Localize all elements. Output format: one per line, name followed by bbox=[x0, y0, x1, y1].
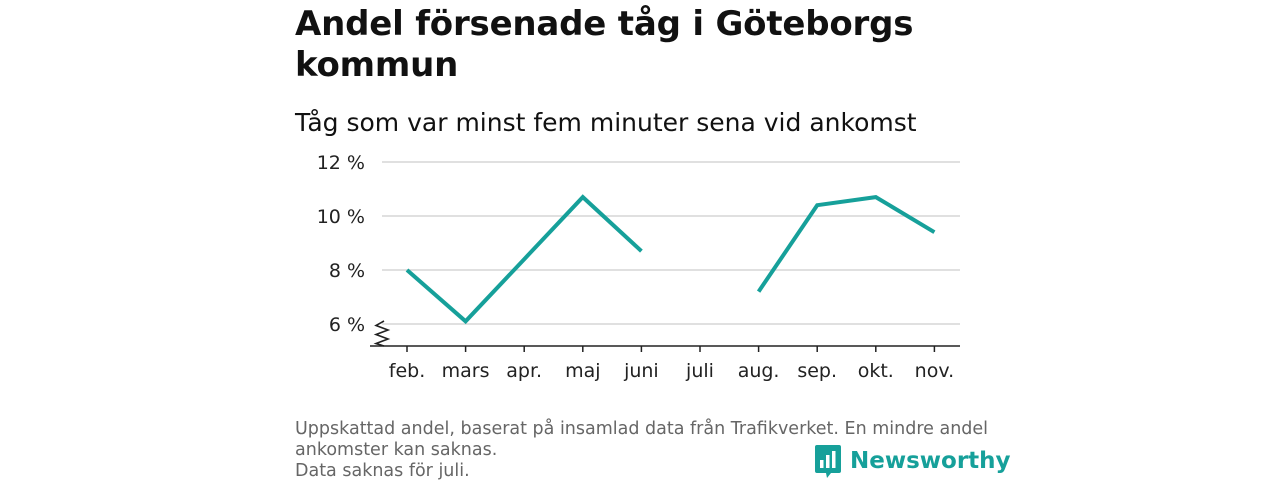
brand-name: Newsworthy bbox=[850, 448, 1011, 474]
x-tick-label: juni bbox=[623, 360, 659, 382]
footnote: Uppskattad andel, baserat på insamlad da… bbox=[295, 419, 989, 480]
footnote-line: Uppskattad andel, baserat på insamlad da… bbox=[295, 419, 989, 439]
y-tick-label: 6 % bbox=[329, 314, 365, 336]
x-tick-label: maj bbox=[565, 360, 600, 382]
chart-subtitle: Tåg som var minst fem minuter sena vid a… bbox=[295, 108, 917, 137]
x-tick-label: juli bbox=[685, 360, 714, 382]
series-line bbox=[405, 194, 643, 325]
x-tick-label: sep. bbox=[797, 360, 837, 382]
line-chart: 6 % 8 % 10 % 12 % feb. mars apr. maj juni juli au… bbox=[317, 152, 960, 382]
series-lines bbox=[405, 194, 936, 325]
x-axis-ticks: feb. mars apr. maj juni juli aug. sep. okt. nov. bbox=[389, 346, 954, 382]
x-tick-label: mars bbox=[442, 360, 490, 382]
x-tick-label: nov. bbox=[915, 360, 954, 382]
x-tick-label: okt. bbox=[858, 360, 894, 382]
axis-break-icon bbox=[373, 320, 391, 347]
y-axis-ticks: 6 % 8 % 10 % 12 % bbox=[317, 152, 365, 336]
chart-title: Andel försenade tåg i Göteborgs kommun bbox=[295, 4, 914, 85]
series-line bbox=[756, 195, 936, 293]
x-tick-label: aug. bbox=[738, 360, 780, 382]
newsworthy-logo-icon bbox=[815, 445, 841, 478]
footnote-line: Data saknas för juli. bbox=[295, 461, 470, 480]
y-tick-label: 8 % bbox=[329, 260, 365, 282]
footnote-line: ankomster kan saknas. bbox=[295, 440, 498, 460]
gridlines bbox=[382, 161, 960, 325]
x-tick-label: apr. bbox=[506, 360, 542, 382]
y-tick-label: 10 % bbox=[317, 206, 365, 228]
y-tick-label: 12 % bbox=[317, 152, 365, 174]
x-tick-label: feb. bbox=[389, 360, 425, 382]
brand-logo: Newsworthy bbox=[814, 444, 1011, 480]
